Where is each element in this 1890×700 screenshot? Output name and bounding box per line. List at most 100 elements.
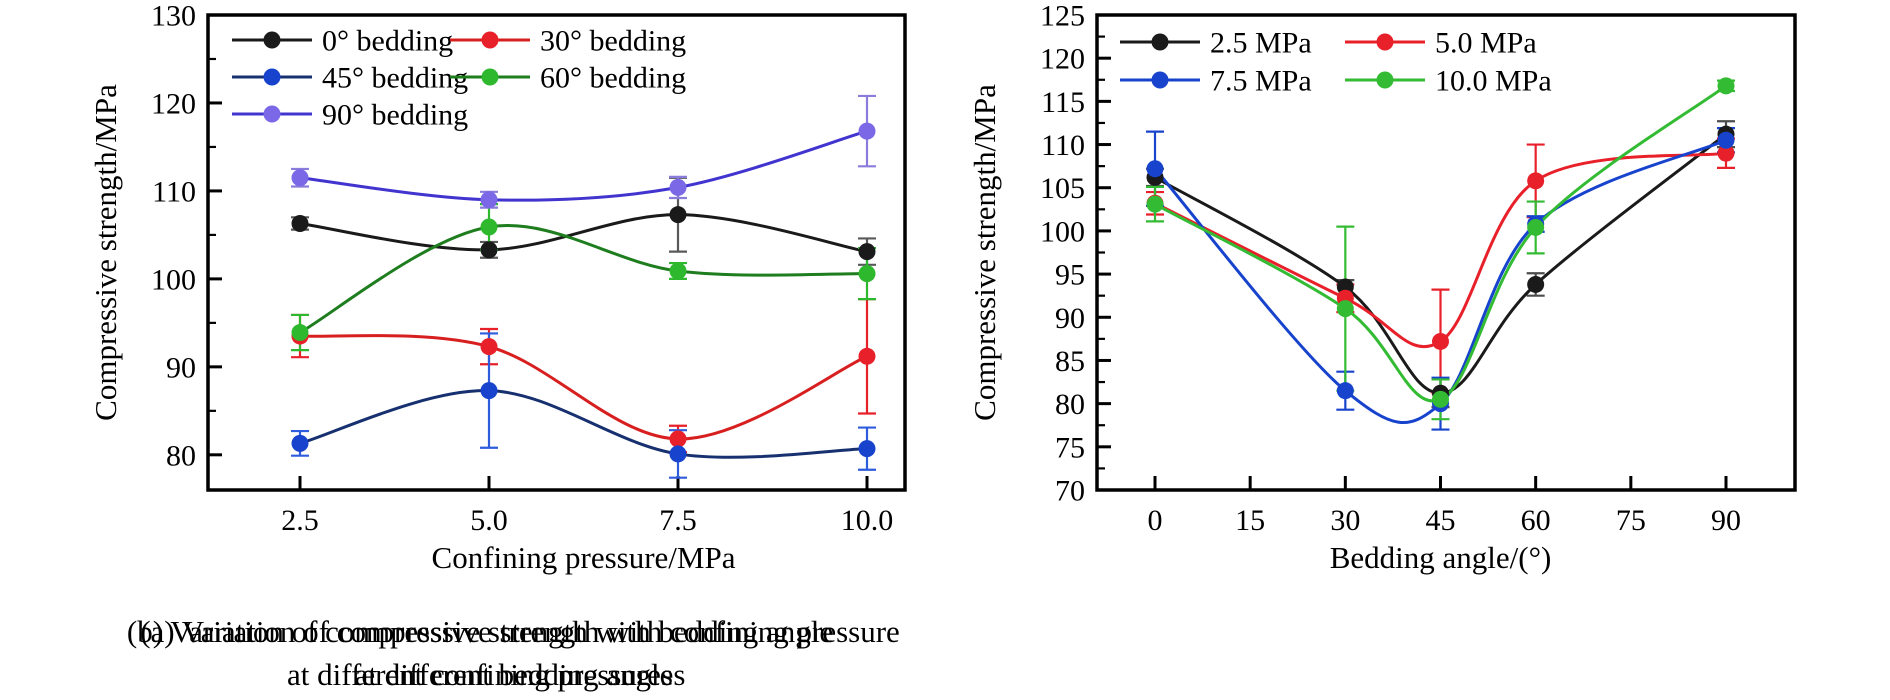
panel-b: 70 75 80 85 90 95 100 105 110 115 120 125 0 15 30 45 60 7… <box>127 0 1890 700</box>
x-axis-label: Bedding angle/(°) <box>1330 540 1552 575</box>
data-point <box>480 191 498 209</box>
y-tick-label: 110 <box>1041 129 1085 162</box>
y-tick-label: 130 <box>151 0 196 33</box>
series-1-markers <box>291 327 876 448</box>
data-point <box>1717 144 1735 162</box>
y-tick-label: 120 <box>151 87 196 120</box>
x-axis-label: Confining pressure/MPa <box>432 540 736 575</box>
x-tick-label: 2.5 <box>281 504 319 537</box>
legend-label: 60° bedding <box>540 62 686 95</box>
data-point <box>1527 275 1545 293</box>
panel-a: 80 90 100 110 120 130 2.5 5.0 7.5 10.0 Confining p… <box>88 0 907 696</box>
x-tick-label: 45 <box>1426 504 1456 537</box>
caption-a: (a) Variation of compressive strength wi… <box>140 610 900 696</box>
x-tick-label: 30 <box>1330 504 1360 537</box>
data-point <box>1146 160 1164 178</box>
chart-a-canvas: 80 90 100 110 120 130 2.5 5.0 7.5 10.0 Confining p… <box>88 0 907 575</box>
legend-label: 7.5 MPa <box>1210 65 1312 98</box>
y-tick-label: 95 <box>1055 259 1085 292</box>
series-1-line <box>299 334 868 441</box>
legend-entry-1: 5.0 MPa <box>1345 27 1537 60</box>
legend-entry-3: 60° bedding <box>450 62 686 95</box>
data-point <box>480 382 498 400</box>
series-3-line <box>299 224 868 334</box>
legend-entry-2: 7.5 MPa <box>1120 65 1312 98</box>
series-2-line <box>299 389 868 459</box>
data-point <box>291 324 309 342</box>
y-tick-label: 110 <box>152 175 196 208</box>
legend-marker <box>263 31 281 49</box>
data-point <box>669 178 687 196</box>
legend-entry-0: 2.5 MPa <box>1120 27 1312 60</box>
x-tick-label: 10.0 <box>841 504 894 537</box>
caption-b-line1: (b) Variation of compressive strength wi… <box>126 614 834 649</box>
series-3-errorbars <box>291 203 876 352</box>
x-tick-label: 7.5 <box>659 504 697 537</box>
data-point <box>1146 195 1164 213</box>
data-point <box>1527 218 1545 236</box>
data-point <box>291 214 309 232</box>
data-point <box>858 265 876 283</box>
data-point <box>669 262 687 280</box>
series-4-line <box>299 129 868 202</box>
data-point <box>858 122 876 140</box>
x-tick-label: 75 <box>1616 504 1646 537</box>
legend-marker <box>1376 33 1394 51</box>
legend-marker <box>481 31 499 49</box>
legend-label: 45° bedding <box>322 62 468 95</box>
series-0-errorbars <box>291 176 876 266</box>
legend-label: 2.5 MPa <box>1210 27 1312 60</box>
series-0-markers <box>291 206 876 261</box>
series-3-markers <box>1146 77 1735 408</box>
data-point <box>1432 390 1449 408</box>
y-tick-label: 75 <box>1055 431 1085 464</box>
y-tick-label: 90 <box>166 351 196 384</box>
legend-label: 30° bedding <box>540 25 686 58</box>
x-tick-label: 5.0 <box>470 504 508 537</box>
data-point <box>669 445 687 463</box>
data-point <box>1717 131 1735 149</box>
data-point <box>669 206 687 224</box>
x-tick-label: 90 <box>1711 504 1741 537</box>
data-point <box>1432 332 1449 350</box>
data-point <box>480 338 498 356</box>
y-tick-label: 85 <box>1055 345 1085 378</box>
legend-marker <box>1151 33 1169 51</box>
legend-label: 0° bedding <box>322 25 453 58</box>
y-tick-label: 125 <box>1040 0 1085 33</box>
y-tick-label: 105 <box>1040 172 1085 205</box>
data-point <box>291 434 309 452</box>
data-point <box>1527 172 1545 190</box>
x-tick-label: 15 <box>1235 504 1265 537</box>
legend-marker <box>263 105 281 123</box>
legend-marker <box>1376 71 1394 89</box>
x-tick-label: 60 <box>1521 504 1551 537</box>
y-tick-label: 120 <box>1040 43 1085 76</box>
legend-entry-4: 90° bedding <box>232 99 468 132</box>
y-tick-label: 70 <box>1055 475 1085 508</box>
legend-label: 10.0 MPa <box>1435 65 1552 98</box>
legend-marker <box>1151 71 1169 89</box>
series-1-errorbars <box>291 298 876 454</box>
caption-a-line2: at different bedding angles <box>354 657 686 692</box>
data-point <box>480 241 498 259</box>
data-point <box>291 169 309 187</box>
legend-entry-2: 45° bedding <box>232 62 468 95</box>
series-0-line <box>299 213 868 254</box>
data-point <box>1717 77 1735 95</box>
data-point <box>480 218 498 236</box>
y-axis-label: Compressive strength/MPa <box>967 84 1002 421</box>
series-2-markers <box>291 382 876 463</box>
legend-label: 90° bedding <box>322 99 468 132</box>
plot-frame <box>206 13 907 492</box>
data-point <box>858 440 876 458</box>
y-tick-label: 80 <box>166 439 196 472</box>
legend-label: 5.0 MPa <box>1435 27 1537 60</box>
y-axis-label: Compressive strength/MPa <box>88 84 123 421</box>
caption-b: (b) Variation of compressive strength wi… <box>127 610 833 696</box>
legend-marker <box>481 68 499 86</box>
caption-b-line2: at different confining pressures <box>287 657 673 692</box>
legend-marker <box>263 68 281 86</box>
y-tick-label: 100 <box>1040 215 1085 248</box>
legend-entry-0: 0° bedding <box>232 25 453 58</box>
